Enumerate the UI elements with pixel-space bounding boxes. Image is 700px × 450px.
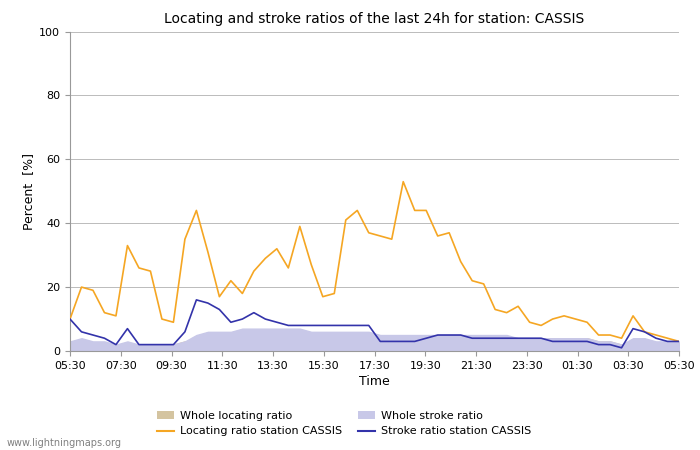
Y-axis label: Percent  [%]: Percent [%] bbox=[22, 153, 35, 230]
Text: www.lightningmaps.org: www.lightningmaps.org bbox=[7, 438, 122, 448]
Title: Locating and stroke ratios of the last 24h for station: CASSIS: Locating and stroke ratios of the last 2… bbox=[164, 12, 584, 26]
X-axis label: Time: Time bbox=[359, 375, 390, 388]
Legend: Whole locating ratio, Locating ratio station CASSIS, Whole stroke ratio, Stroke : Whole locating ratio, Locating ratio sta… bbox=[158, 411, 531, 436]
